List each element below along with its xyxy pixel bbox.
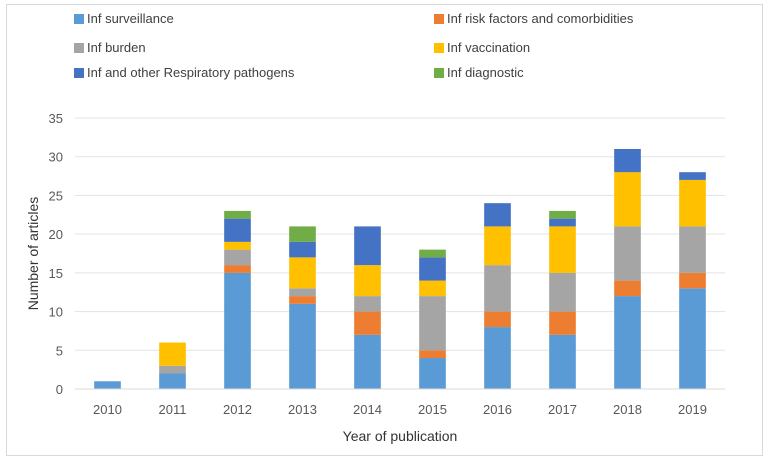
bar-inf-risk-factors-and-comorbidities-2015 [419,350,446,359]
bar-inf-burden-2011 [159,365,186,374]
bar-inf-risk-factors-and-comorbidities-2018 [614,280,641,297]
x-axis-label: Year of publication [343,428,458,444]
bar-inf-and-other-respiratory-pathogens-2015 [419,257,446,281]
bar-inf-surveillance-2010 [94,381,121,389]
bar-inf-vaccination-2017 [549,226,576,273]
bar-inf-burden-2012 [224,249,251,266]
bar-inf-diagnostic-2012 [224,210,251,219]
bar-inf-risk-factors-and-comorbidities-2012 [224,265,251,273]
bar-inf-vaccination-2019 [679,179,706,227]
x-tick-label: 2012 [223,402,252,417]
y-tick-label: 15 [49,266,63,281]
bar-inf-burden-2013 [289,288,316,297]
bar-inf-risk-factors-and-comorbidities-2019 [679,272,706,289]
x-tick-label: 2011 [159,402,187,417]
bar-inf-and-other-respiratory-pathogens-2016 [484,203,511,227]
bar-inf-surveillance-2012 [224,272,251,389]
bar-inf-diagnostic-2013 [289,226,316,242]
legend-item-inf-burden: Inf burden [74,40,146,55]
x-tick-label: 2019 [678,402,707,417]
bar-inf-surveillance-2019 [679,288,706,389]
bar-inf-vaccination-2013 [289,257,316,289]
legend-item-inf-diagnostic: Inf diagnostic [434,65,524,80]
bar-inf-surveillance-2017 [549,334,576,389]
y-axis-ticks: 0 5 10 15 20 25 30 35 [49,111,63,397]
x-tick-label: 2017 [548,402,577,417]
bar-inf-burden-2014 [354,296,381,312]
bar-inf-risk-factors-and-comorbidities-2017 [549,311,576,335]
y-axis-label: Number of articles [25,197,41,311]
bar-inf-and-other-respiratory-pathogens-2014 [354,226,381,266]
legend-label: Inf diagnostic [447,65,524,80]
legend-item-inf-and-other-respiratory-pathogens: Inf and other Respiratory pathogens [74,65,295,80]
bar-inf-surveillance-2014 [354,334,381,389]
x-tick-label: 2016 [483,402,512,417]
bar-inf-burden-2016 [484,265,511,312]
bar-inf-burden-2018 [614,226,641,281]
legend-label: Inf surveillance [87,11,174,26]
y-tick-label: 5 [56,343,63,358]
bar-inf-vaccination-2011 [159,342,186,366]
legend-item-inf-vaccination: Inf vaccination [434,40,530,55]
legend-label: Inf and other Respiratory pathogens [87,65,295,80]
bar-inf-surveillance-2011 [159,373,186,389]
bar-inf-burden-2015 [419,296,446,351]
bar-inf-vaccination-2018 [614,172,641,227]
legend-swatch [74,68,84,78]
legend-item-inf-risk-factors-and-comorbidities: Inf risk factors and comorbidities [434,11,634,26]
x-tick-label: 2010 [93,402,122,417]
bar-inf-and-other-respiratory-pathogens-2018 [614,148,641,173]
bar-inf-vaccination-2012 [224,241,251,250]
y-tick-label: 25 [49,188,63,203]
bar-inf-surveillance-2015 [419,358,446,389]
legend-swatch [74,14,84,24]
bar-inf-risk-factors-and-comorbidities-2013 [289,296,316,304]
bar-inf-and-other-respiratory-pathogens-2019 [679,172,706,180]
x-axis-ticks: 2010 2011 2012 2013 2014 2015 2016 2017 2018 2019 [93,402,707,417]
bar-inf-surveillance-2016 [484,327,511,389]
legend: Inf surveillance Inf risk factors and com… [74,11,634,80]
y-tick-label: 35 [49,111,63,126]
bars [94,148,706,389]
bar-inf-surveillance-2018 [614,296,641,389]
x-tick-label: 2013 [288,402,317,417]
y-tick-label: 20 [49,227,63,242]
legend-swatch [434,43,444,53]
x-tick-label: 2015 [418,402,447,417]
bar-inf-diagnostic-2015 [419,249,446,258]
legend-swatch [434,14,444,24]
bar-inf-surveillance-2013 [289,303,316,389]
y-tick-label: 30 [49,150,63,165]
legend-swatch [434,68,444,78]
chart-frame [6,4,763,456]
y-tick-label: 10 [49,305,63,320]
bar-inf-vaccination-2014 [354,265,381,297]
y-tick-label: 0 [56,382,63,397]
bar-inf-vaccination-2015 [419,280,446,297]
bar-inf-and-other-respiratory-pathogens-2013 [289,241,316,258]
legend-label: Inf risk factors and comorbidities [447,11,634,26]
bar-inf-and-other-respiratory-pathogens-2012 [224,218,251,242]
legend-item-inf-surveillance: Inf surveillance [74,11,174,26]
bar-inf-risk-factors-and-comorbidities-2016 [484,311,511,328]
bar-inf-and-other-respiratory-pathogens-2017 [549,218,576,227]
legend-label: Inf burden [87,40,146,55]
x-tick-label: 2018 [613,402,642,417]
legend-swatch [74,43,84,53]
legend-label: Inf vaccination [447,40,530,55]
bar-inf-vaccination-2016 [484,226,511,266]
x-tick-label: 2014 [353,402,382,417]
bar-inf-diagnostic-2017 [549,210,576,219]
bar-inf-burden-2017 [549,272,576,312]
bar-inf-burden-2019 [679,226,706,273]
bar-inf-risk-factors-and-comorbidities-2014 [354,311,381,335]
